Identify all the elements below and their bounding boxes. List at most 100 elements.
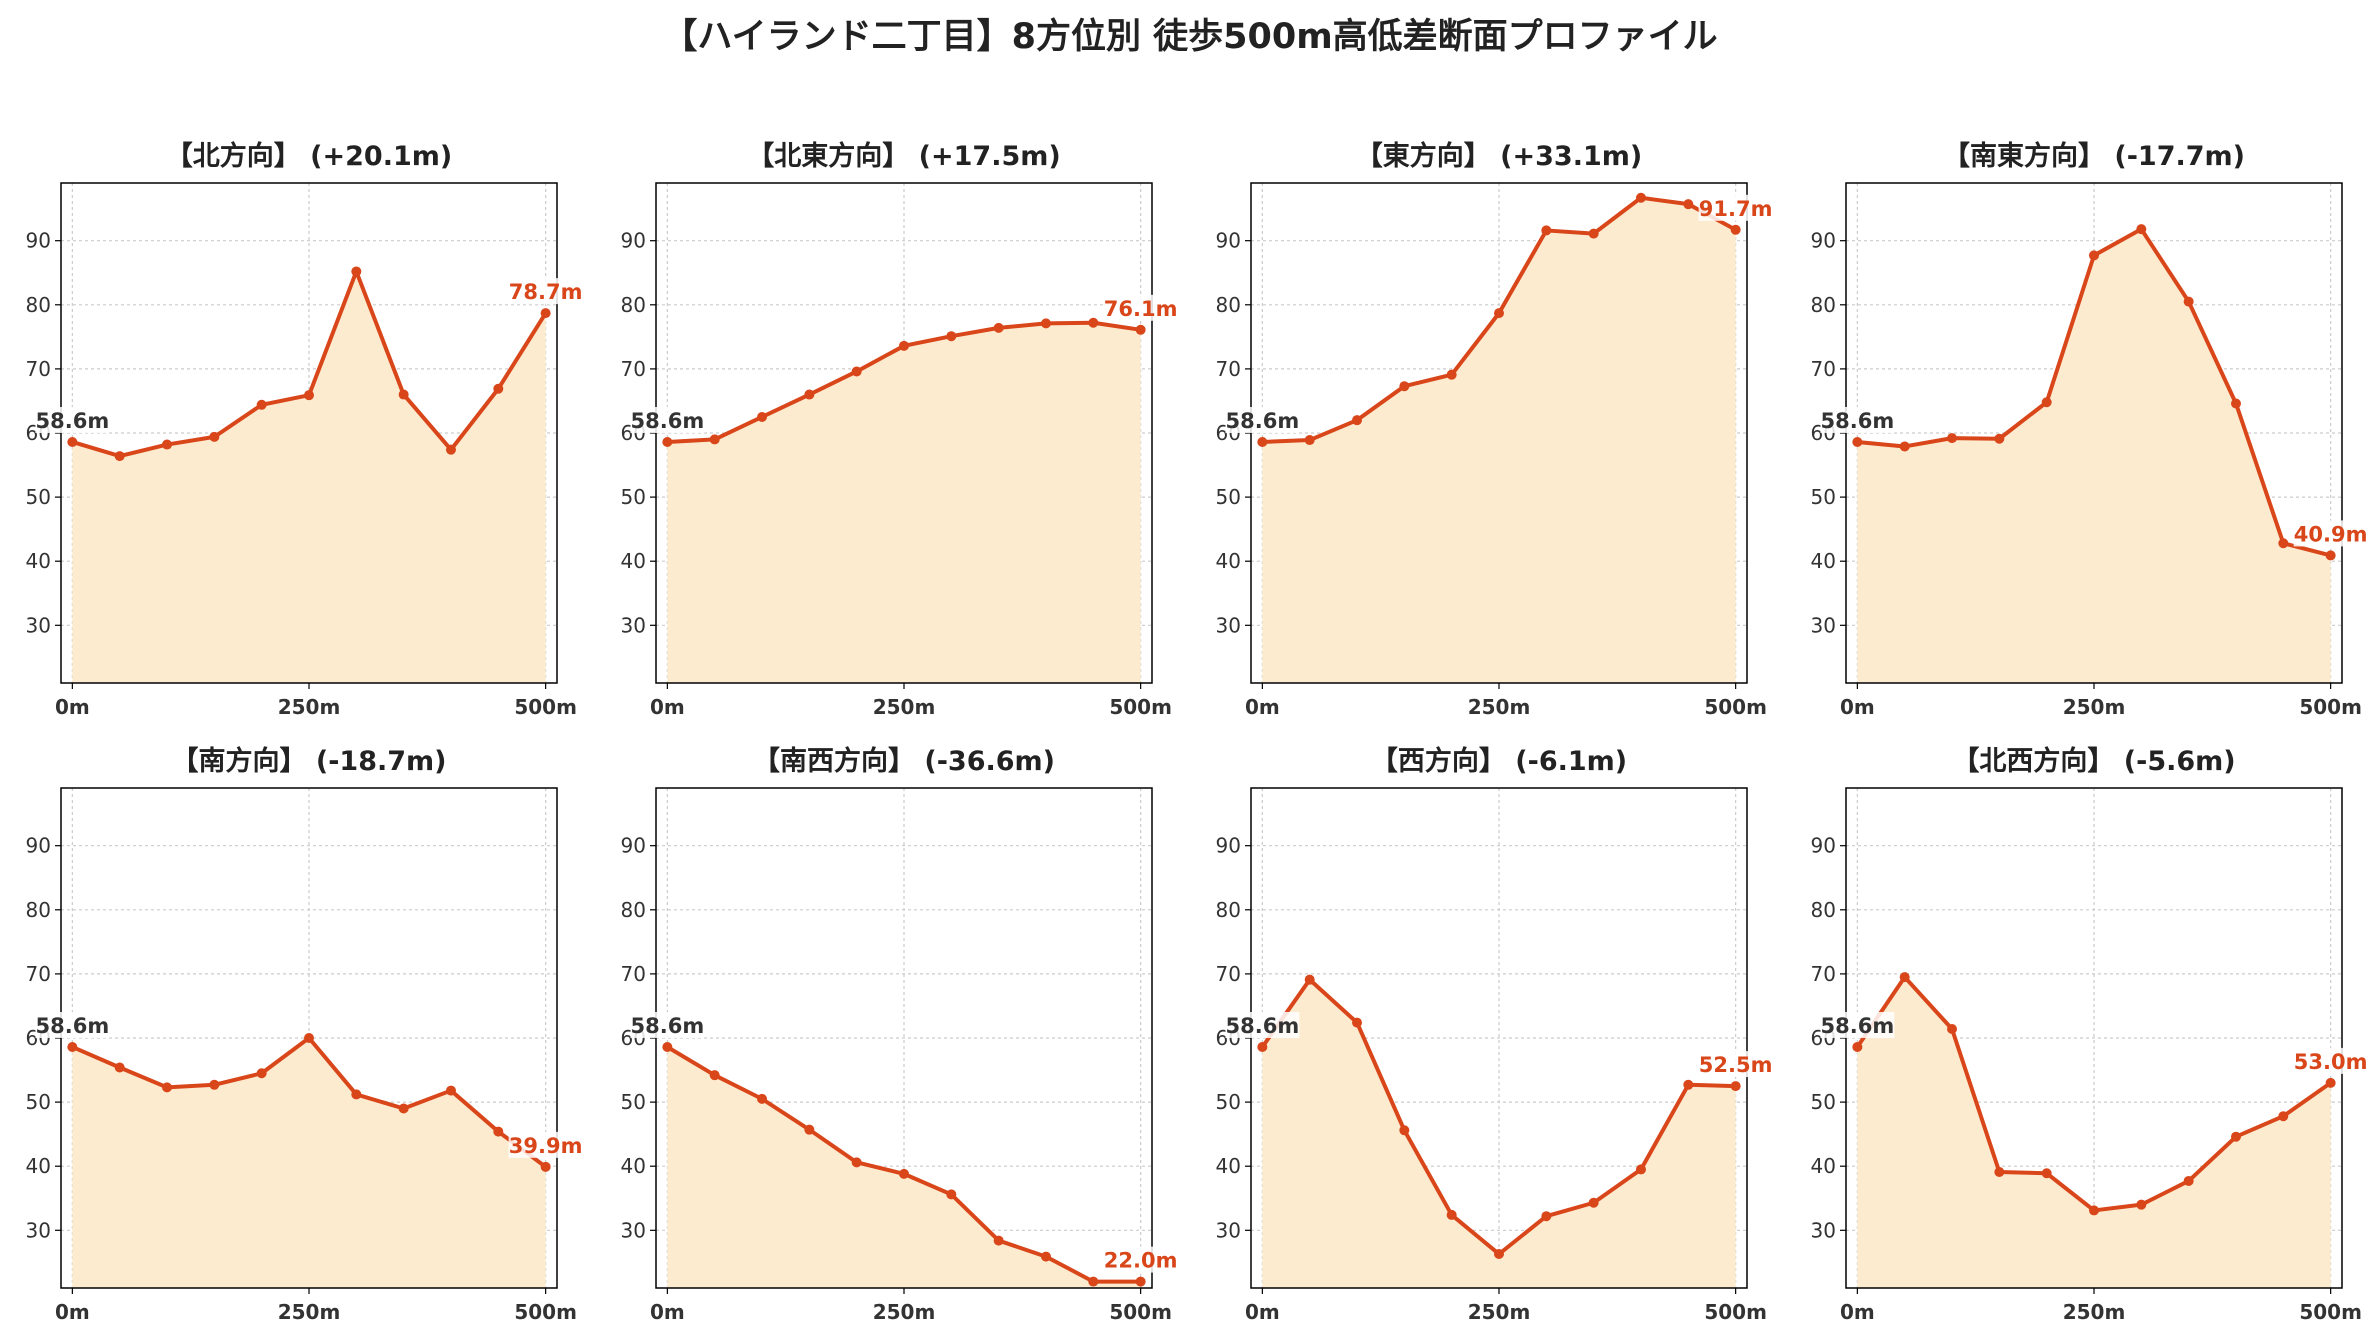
data-point xyxy=(1494,308,1504,319)
end-value-label: 91.7m xyxy=(1699,197,1773,221)
data-point xyxy=(162,1082,173,1093)
subplot-title: 【西方向】 (-6.1m) xyxy=(1371,745,1627,777)
xtick-label: 250m xyxy=(2063,695,2126,719)
xtick-label: 0m xyxy=(1840,1300,1875,1324)
ytick-label: 30 xyxy=(621,1218,646,1242)
ytick-label: 80 xyxy=(26,293,51,317)
area-fill xyxy=(1262,979,1736,1288)
end-label-bg xyxy=(508,278,583,305)
end-label-bg xyxy=(2293,520,2368,547)
ytick-label: 40 xyxy=(1216,1154,1241,1178)
ytick-label: 70 xyxy=(1811,357,1836,381)
start-label-bg xyxy=(1225,1011,1300,1038)
ytick-label: 30 xyxy=(1216,1218,1241,1242)
data-point xyxy=(493,383,504,394)
data-point xyxy=(1304,974,1315,985)
ytick-label: 80 xyxy=(26,898,51,922)
subplot-title: 【南東方向】 (-17.7m) xyxy=(1943,140,2245,172)
start-label-bg xyxy=(35,1011,110,1038)
data-point xyxy=(2041,397,2052,408)
data-point xyxy=(114,451,125,462)
data-point xyxy=(757,411,768,422)
ytick-label: 70 xyxy=(26,962,51,986)
data-point xyxy=(351,1089,362,1100)
xtick-label: 0m xyxy=(1245,1300,1280,1324)
data-point xyxy=(445,1085,456,1096)
ytick-label: 30 xyxy=(1811,613,1836,637)
data-point xyxy=(2041,1168,2052,1179)
data-point xyxy=(398,389,409,400)
end-label-bg xyxy=(508,1131,583,1158)
data-point xyxy=(946,1189,957,1200)
data-point xyxy=(1994,433,2005,444)
xtick-label: 500m xyxy=(514,695,577,719)
data-point xyxy=(2183,1175,2194,1186)
start-label-bg xyxy=(1225,406,1300,433)
area-fill xyxy=(1857,229,2331,683)
end-value-label: 53.0m xyxy=(2294,1050,2368,1074)
xtick-label: 0m xyxy=(650,1300,685,1324)
ytick-label: 40 xyxy=(1811,549,1836,573)
data-point xyxy=(1040,318,1051,329)
ytick-label: 40 xyxy=(1216,549,1241,573)
ytick-label: 80 xyxy=(621,293,646,317)
ytick-label: 50 xyxy=(1811,485,1836,509)
ytick-label: 90 xyxy=(26,229,51,253)
start-label-bg xyxy=(35,406,110,433)
ytick-label: 50 xyxy=(1216,1090,1241,1114)
data-point xyxy=(1541,1211,1552,1222)
data-point xyxy=(304,390,314,401)
end-value-label: 78.7m xyxy=(509,280,583,304)
data-point xyxy=(1088,317,1099,328)
ytick-label: 80 xyxy=(621,898,646,922)
ytick-label: 90 xyxy=(1216,229,1241,253)
data-point xyxy=(540,308,551,319)
data-point xyxy=(1899,972,1910,983)
ytick-label: 90 xyxy=(26,834,51,858)
start-value-label: 58.6m xyxy=(36,1014,110,1038)
data-point xyxy=(851,366,862,377)
ytick-label: 90 xyxy=(621,229,646,253)
data-point xyxy=(993,322,1004,333)
end-value-label: 40.9m xyxy=(2294,522,2368,546)
area-fill xyxy=(1857,977,2331,1288)
start-value-label: 58.6m xyxy=(1226,409,1300,433)
ytick-label: 80 xyxy=(1216,898,1241,922)
data-point xyxy=(2136,1199,2147,1210)
data-point xyxy=(1635,1164,1646,1175)
xtick-label: 0m xyxy=(55,1300,90,1324)
data-point xyxy=(1588,1197,1599,1208)
data-point xyxy=(1304,435,1315,446)
data-point xyxy=(899,340,909,351)
ytick-label: 30 xyxy=(621,613,646,637)
data-point xyxy=(1257,436,1268,447)
data-point xyxy=(1446,369,1457,380)
ytick-label: 50 xyxy=(26,485,51,509)
data-point xyxy=(1683,1079,1694,1090)
data-point xyxy=(114,1062,125,1073)
ytick-label: 70 xyxy=(621,357,646,381)
end-value-label: 39.9m xyxy=(509,1134,583,1158)
data-point xyxy=(1730,224,1741,235)
end-value-label: 22.0m xyxy=(1104,1249,1178,1273)
data-point xyxy=(2183,296,2194,307)
xtick-label: 500m xyxy=(1704,695,1767,719)
end-label-bg xyxy=(1103,1246,1178,1273)
data-point xyxy=(1257,1041,1268,1052)
start-value-label: 58.6m xyxy=(36,409,110,433)
xtick-label: 500m xyxy=(514,1300,577,1324)
data-point xyxy=(2089,250,2099,261)
data-point xyxy=(1994,1166,2005,1177)
data-point xyxy=(709,434,720,445)
start-value-label: 58.6m xyxy=(1821,409,1895,433)
ytick-label: 50 xyxy=(1811,1090,1836,1114)
xtick-label: 0m xyxy=(55,695,90,719)
start-value-label: 58.6m xyxy=(631,409,705,433)
